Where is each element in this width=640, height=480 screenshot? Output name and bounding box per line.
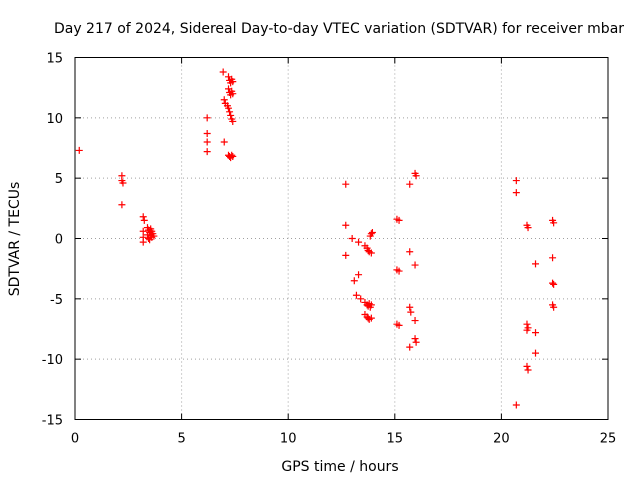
x-tick-label: 0 — [71, 432, 79, 447]
y-tick-label: -15 — [42, 414, 63, 429]
y-tick-label: 15 — [46, 52, 63, 67]
data-point — [524, 224, 532, 232]
y-tick-label: 5 — [55, 172, 63, 187]
data-point — [411, 335, 419, 343]
data-point — [524, 366, 532, 374]
data-point — [350, 277, 358, 285]
y-tick-label: 10 — [46, 112, 63, 127]
data-point — [532, 329, 540, 337]
data-point — [147, 225, 155, 233]
x-tick-label: 20 — [493, 432, 510, 447]
y-tick-label: -5 — [50, 293, 63, 308]
data-point — [407, 308, 415, 316]
data-point — [229, 90, 237, 98]
data-point — [118, 201, 126, 209]
data-point — [549, 254, 557, 262]
data-point — [523, 362, 531, 370]
plot-frame — [74, 57, 609, 420]
data-point — [532, 260, 540, 268]
chart-title: Day 217 of 2024, Sidereal Day-to-day VTE… — [54, 21, 624, 37]
data-point — [140, 216, 148, 224]
data-point — [203, 130, 211, 138]
data-point — [550, 219, 558, 227]
data-point — [367, 249, 375, 257]
data-point — [119, 179, 127, 187]
data-point — [229, 152, 237, 160]
data-point — [550, 303, 558, 311]
data-point — [357, 295, 365, 303]
y-tick-label: 0 — [55, 233, 63, 248]
x-tick-label: 15 — [387, 432, 404, 447]
data-point — [532, 349, 540, 357]
x-tick-label: 5 — [177, 432, 185, 447]
data-point — [203, 138, 211, 146]
data-point — [411, 261, 419, 269]
data-point — [355, 271, 363, 279]
data-point — [348, 235, 356, 242]
data-point — [549, 279, 557, 287]
data-point — [342, 221, 350, 229]
data-point — [227, 111, 235, 119]
data-point — [367, 230, 375, 238]
data-point — [150, 232, 158, 240]
data-point — [203, 148, 211, 156]
data-point — [220, 138, 228, 146]
data-point — [523, 320, 531, 328]
data-point — [512, 401, 520, 409]
data-point — [75, 146, 83, 154]
data-point — [406, 343, 414, 351]
data-point — [220, 96, 228, 104]
data-point — [342, 180, 350, 188]
data-point — [355, 238, 363, 246]
data-point — [226, 108, 234, 116]
data-point — [395, 267, 403, 275]
data-point — [523, 326, 531, 334]
data-point — [225, 104, 233, 112]
data-point — [146, 236, 154, 244]
grid — [75, 57, 608, 420]
data-point — [412, 172, 420, 180]
data-point — [366, 303, 374, 311]
data-point — [229, 117, 237, 125]
data-point — [411, 317, 419, 325]
data-point — [412, 338, 420, 346]
data-point — [228, 151, 236, 159]
data-point — [139, 213, 147, 221]
data-point — [550, 280, 558, 288]
data-point — [406, 248, 414, 256]
data-point — [512, 189, 520, 197]
data-point — [143, 231, 151, 239]
data-point — [406, 303, 414, 311]
x-axis-label: GPS time / hours — [281, 459, 398, 475]
data-point — [367, 314, 375, 322]
data-point — [395, 216, 403, 224]
data-point — [203, 114, 211, 122]
data-point — [139, 227, 147, 235]
data-point — [352, 291, 360, 299]
data-point — [368, 228, 376, 236]
data-point — [406, 180, 414, 188]
y-tick-label: -10 — [42, 353, 63, 368]
x-tick-label: 10 — [280, 432, 297, 447]
y-axis-label: SDTVAR / TECUs — [7, 182, 23, 297]
data-point — [395, 321, 403, 329]
data-point — [139, 238, 147, 246]
data-point — [342, 251, 350, 259]
x-tick-label: 25 — [600, 432, 617, 447]
data-point — [219, 68, 227, 76]
data-point — [145, 235, 153, 242]
data-points — [75, 68, 558, 409]
data-point — [512, 177, 520, 185]
data-point — [229, 78, 237, 86]
